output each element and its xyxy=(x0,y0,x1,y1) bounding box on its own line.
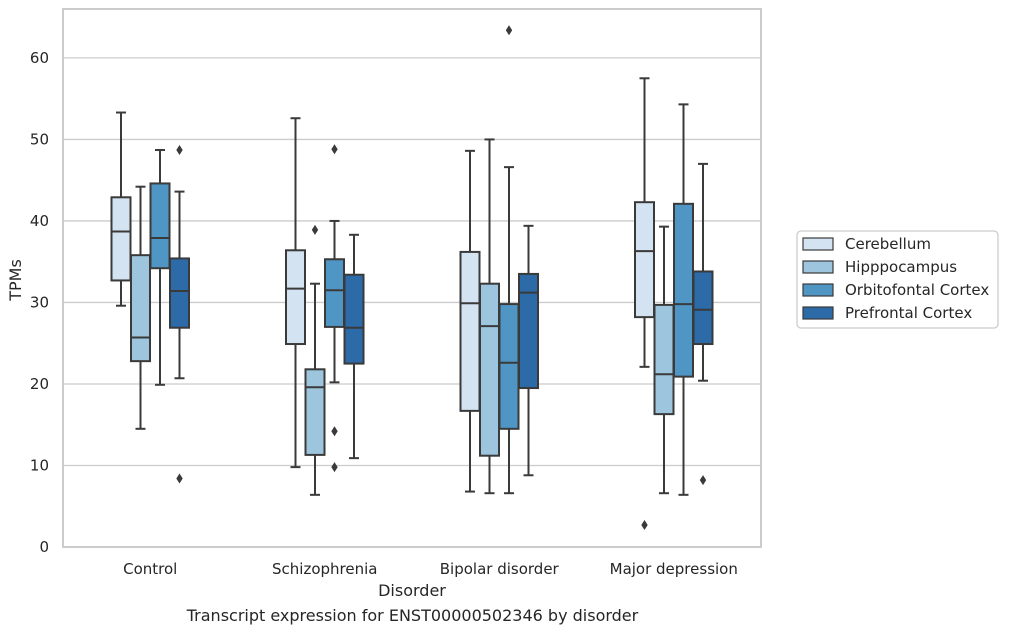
box-3-1 xyxy=(653,225,675,495)
y-tick-label: 40 xyxy=(30,212,49,230)
box-1-1 xyxy=(304,224,326,496)
box-3-3 xyxy=(692,162,714,486)
box-body xyxy=(518,272,539,390)
box-0-1 xyxy=(130,185,151,430)
plot-frame xyxy=(62,8,762,548)
x-tick-label: Control xyxy=(123,560,177,578)
box-body xyxy=(304,368,326,456)
legend-swatch xyxy=(802,260,834,274)
y-tick-label: 50 xyxy=(30,130,49,148)
outlier-point xyxy=(699,475,707,486)
box-1-0 xyxy=(285,117,306,469)
box-body xyxy=(110,196,132,282)
box-2-1 xyxy=(479,138,500,495)
legend-label: Hipppocampus xyxy=(845,258,957,276)
box-body xyxy=(130,254,151,363)
outlier-point xyxy=(331,462,338,473)
legend-label: Orbitofontal Cortex xyxy=(845,281,989,299)
box-3-0 xyxy=(634,77,655,530)
box-body xyxy=(498,303,520,430)
legend-swatch xyxy=(802,306,834,320)
y-tick-label: 0 xyxy=(39,538,49,556)
legend-swatch xyxy=(802,237,834,251)
box-body xyxy=(343,273,365,365)
legend-frame xyxy=(796,230,999,329)
box-1-3 xyxy=(343,233,365,460)
x-tick-label: Major depression xyxy=(610,560,738,578)
legend: Cerebellum Hipppocampus Orbitofontal Corte… xyxy=(796,230,999,329)
legend-swatch xyxy=(802,283,834,297)
y-tick-label: 20 xyxy=(30,375,49,393)
box-body xyxy=(169,257,190,329)
box-0-3 xyxy=(169,145,190,484)
outlier-point xyxy=(176,473,183,484)
box-body xyxy=(324,258,345,328)
box-1-2 xyxy=(324,144,345,473)
box-2-2 xyxy=(498,25,520,495)
y-tick-label: 60 xyxy=(30,49,49,67)
boxes xyxy=(110,25,714,530)
box-body xyxy=(149,182,171,270)
outlier-point xyxy=(176,145,183,156)
outlier-point xyxy=(311,224,319,235)
box-0-0 xyxy=(110,111,132,307)
box-body xyxy=(479,282,500,457)
y-tick-label: 30 xyxy=(30,293,49,311)
box-body xyxy=(692,270,714,346)
legend-label: Prefrontal Cortex xyxy=(845,304,972,322)
box-body xyxy=(634,201,655,319)
box-body xyxy=(459,250,481,412)
y-tick-label: 10 xyxy=(30,456,49,474)
box-2-3 xyxy=(518,224,539,477)
outlier-point xyxy=(641,519,648,530)
figure-caption: Transcript expression for ENST0000050234… xyxy=(186,606,639,625)
box-body xyxy=(673,202,694,378)
box-body xyxy=(653,303,675,416)
outlier-point xyxy=(331,426,338,437)
legend-label: Cerebellum xyxy=(845,235,931,253)
x-axis-title: Disorder xyxy=(378,581,446,600)
outlier-point xyxy=(331,144,338,155)
x-tick-labels: Control Schizophrenia Bipolar disorder Majo… xyxy=(123,560,738,578)
box-3-2 xyxy=(673,103,694,496)
box-2-0 xyxy=(459,149,481,493)
x-tick-label: Schizophrenia xyxy=(272,560,377,578)
box-body xyxy=(285,249,306,346)
box-0-2 xyxy=(149,149,171,386)
x-tick-label: Bipolar disorder xyxy=(440,560,560,578)
outlier-point xyxy=(505,25,513,36)
y-axis-title: TPMs xyxy=(6,259,25,302)
y-tick-labels: 0 10 20 30 40 50 60 xyxy=(30,49,49,556)
